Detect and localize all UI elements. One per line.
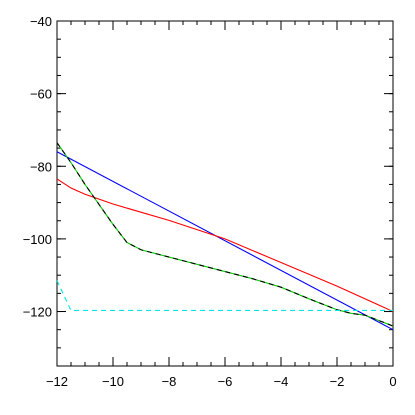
y-tick-label: −60 xyxy=(30,87,52,102)
x-tick-label: −12 xyxy=(46,374,68,389)
y-tick-label: −80 xyxy=(30,159,52,174)
series-line-4 xyxy=(56,142,394,327)
x-tick-label: −6 xyxy=(218,374,233,389)
x-tick-label: −4 xyxy=(274,374,289,389)
x-tick-label: −10 xyxy=(102,374,124,389)
y-tick-labels: −40 −60 −80 −100 −120 xyxy=(23,14,52,320)
x-tick-label: −2 xyxy=(330,374,345,389)
series-line-2 xyxy=(56,178,394,313)
minor-ticks xyxy=(56,20,394,367)
x-tick-label: −8 xyxy=(162,374,177,389)
series-line-5 xyxy=(56,280,393,311)
y-tick-label: −40 xyxy=(30,14,52,29)
series-line-1 xyxy=(56,151,394,331)
x-tick-labels: −12 −10 −8 −6 −4 −2 0 xyxy=(46,374,397,389)
series-line-3 xyxy=(56,142,394,327)
series-layer xyxy=(56,142,394,331)
plot-frame xyxy=(56,20,394,367)
y-tick-label: −100 xyxy=(23,232,52,247)
major-ticks xyxy=(56,20,394,366)
y-tick-label: −120 xyxy=(23,305,52,320)
x-tick-label: 0 xyxy=(389,374,396,389)
